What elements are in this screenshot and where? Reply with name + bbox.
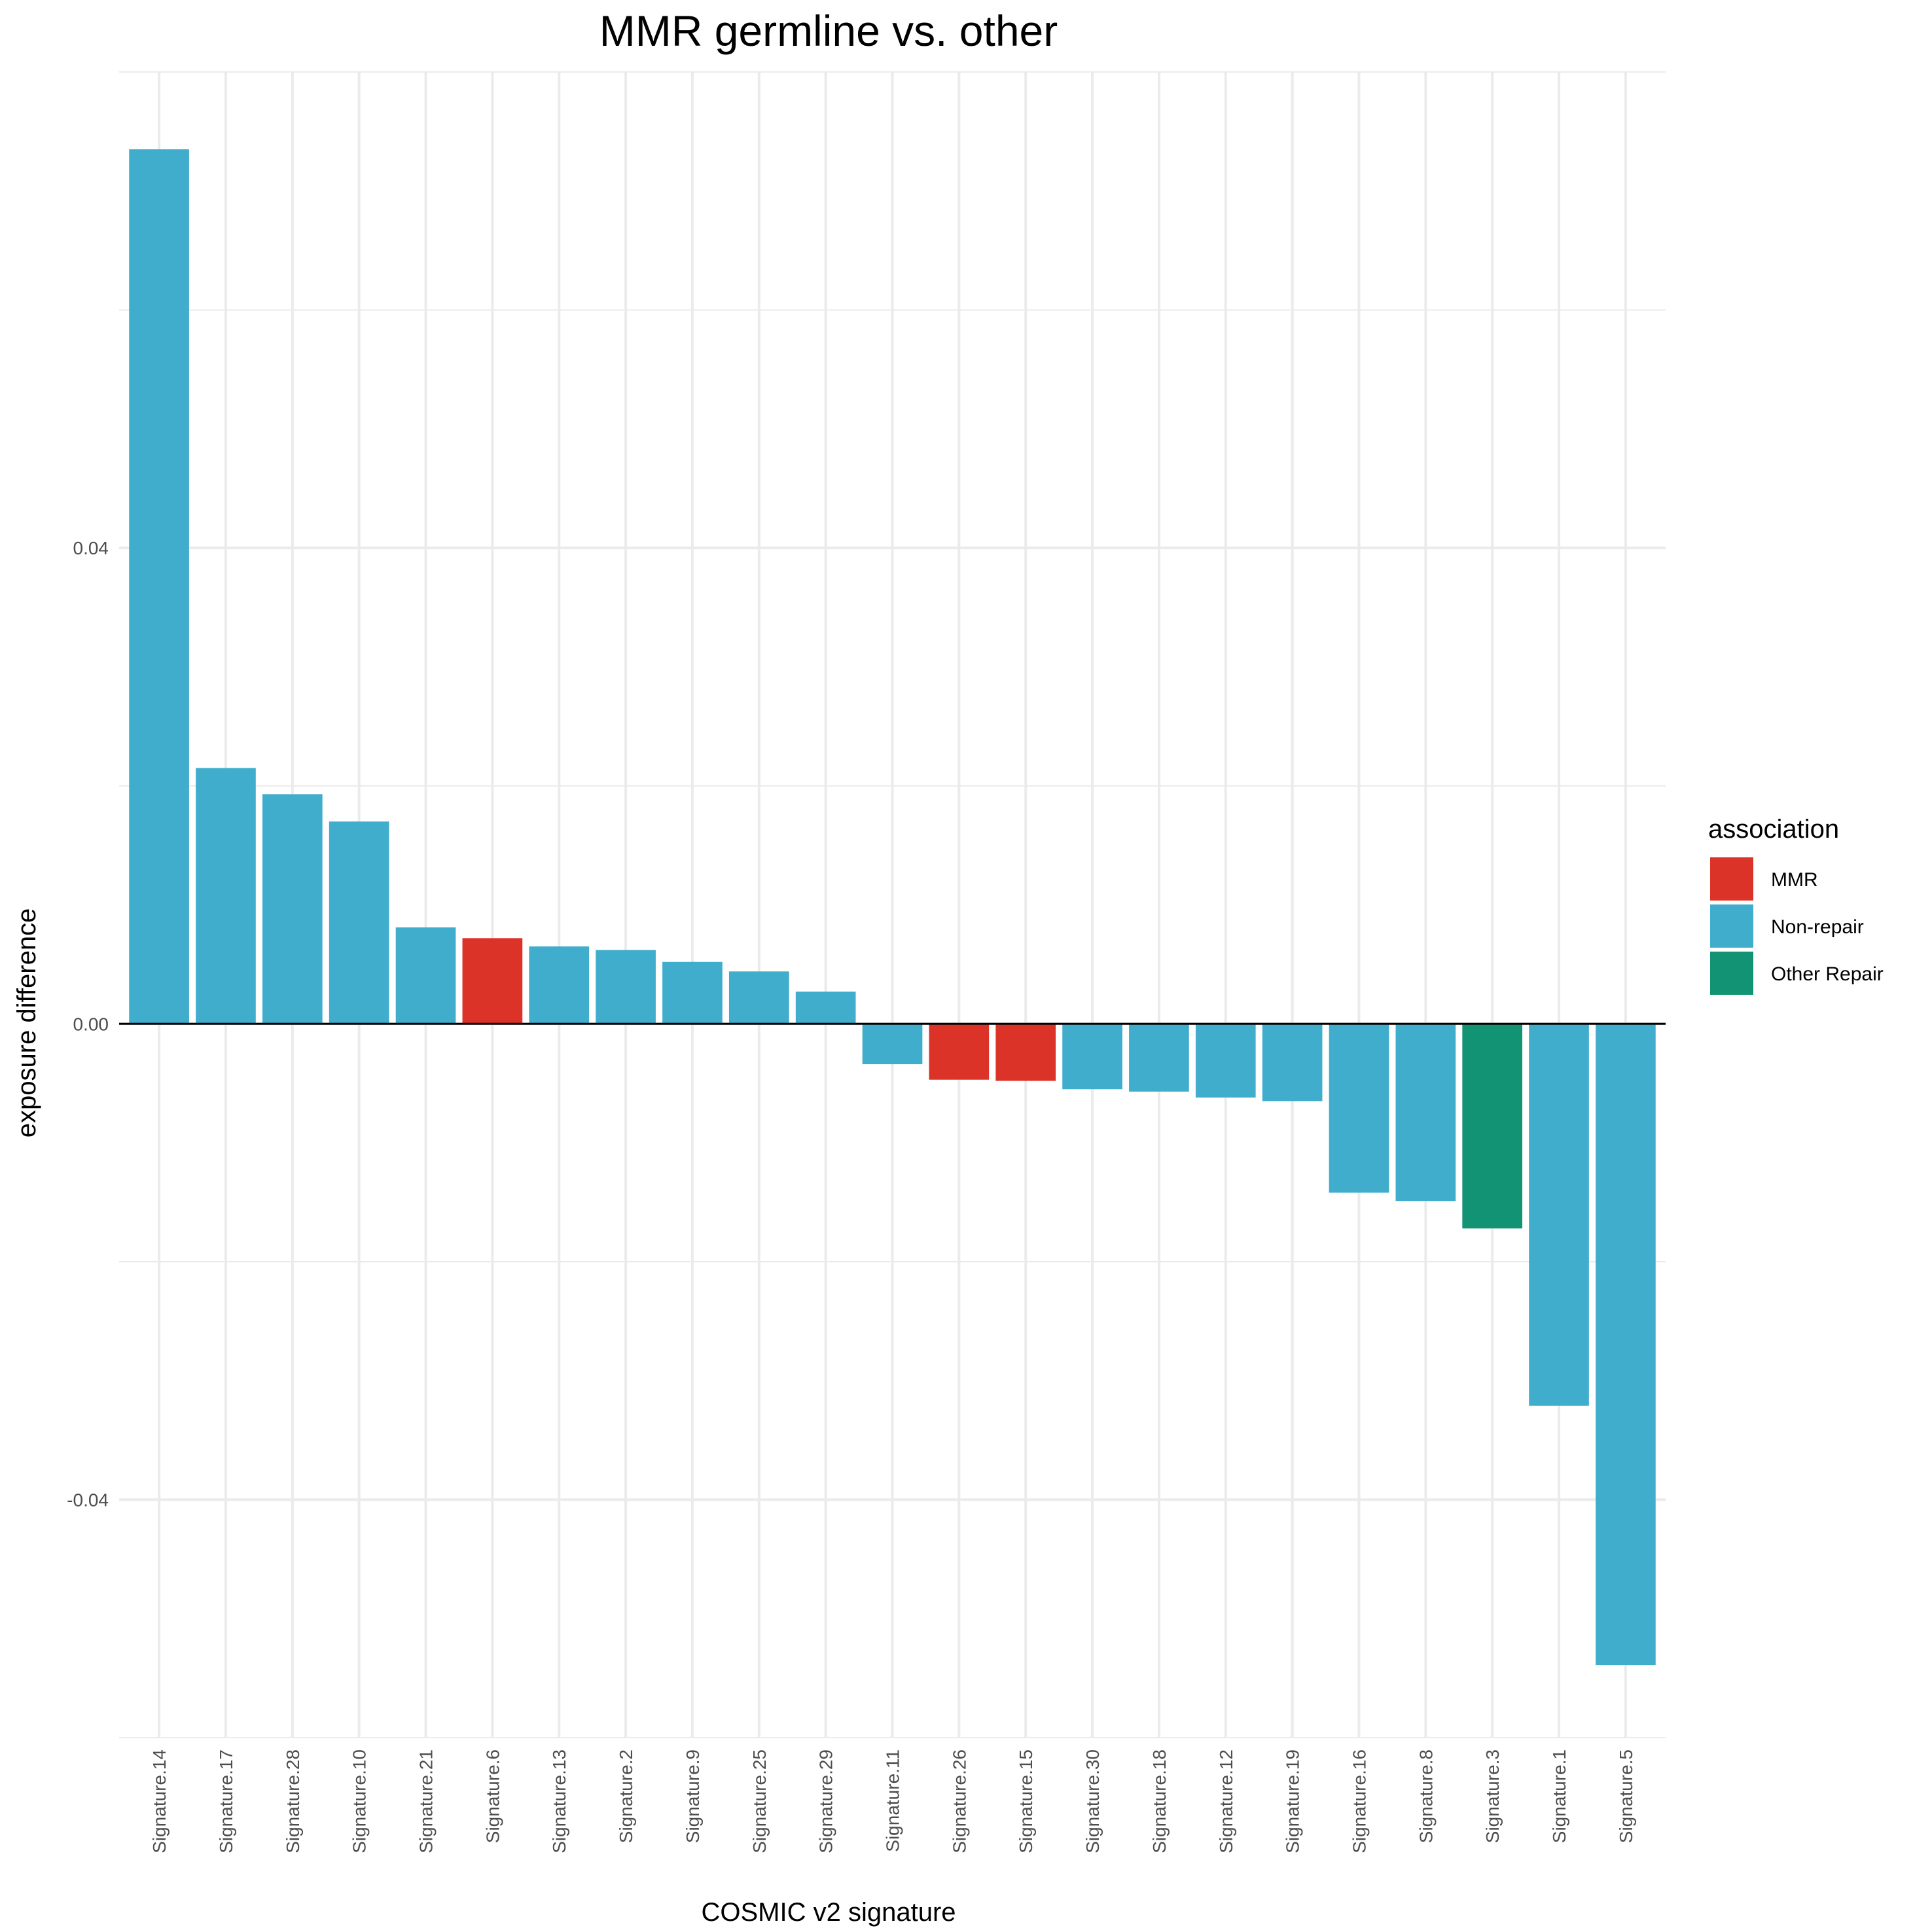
x-tick-label: Signature.14 (149, 1749, 170, 1853)
bar-signature-2 (596, 950, 656, 1024)
legend-key-other-repair (1710, 952, 1753, 995)
bar-signature-3 (1462, 1024, 1523, 1228)
x-tick-label: Signature.5 (1616, 1749, 1636, 1843)
bar-signature-14 (129, 149, 189, 1024)
x-tick-label: Signature.29 (816, 1749, 836, 1853)
x-tick-label: Signature.30 (1082, 1749, 1103, 1853)
x-tick-label: Signature.6 (482, 1749, 503, 1843)
bar-signature-16 (1329, 1024, 1389, 1193)
legend-label: Non-repair (1771, 916, 1864, 938)
bar-signature-12 (1195, 1024, 1256, 1098)
bar-signature-15 (995, 1024, 1056, 1081)
x-tick-label: Signature.15 (1016, 1749, 1036, 1853)
x-tick-label: Signature.21 (416, 1749, 437, 1853)
x-tick-label: Signature.17 (216, 1749, 236, 1853)
x-tick-labels: Signature.14 Signature.17 Signature.28 Sign… (149, 1749, 1636, 1853)
legend-title: association (1708, 815, 1839, 844)
x-tick-label: Signature.16 (1349, 1749, 1369, 1853)
bar-signature-6 (462, 938, 523, 1024)
bar-signature-28 (262, 794, 323, 1024)
bar-signature-5 (1596, 1024, 1656, 1666)
x-tick-label: Signature.12 (1216, 1749, 1236, 1853)
bar-signature-17 (196, 768, 256, 1024)
legend: association MMR Non-repair Other Repair (1708, 815, 1884, 995)
x-tick-label: Signature.11 (883, 1749, 903, 1852)
y-tick-label: 0.00 (73, 1014, 109, 1034)
bar-signature-19 (1262, 1024, 1323, 1101)
bar-signature-13 (529, 946, 590, 1024)
gridlines (119, 71, 1666, 1738)
bar-signature-11 (862, 1024, 923, 1065)
legend-label: Other Repair (1771, 963, 1884, 985)
legend-key-mmr (1710, 857, 1753, 901)
x-tick-label: Signature.28 (283, 1749, 303, 1853)
x-tick-label: Signature.26 (949, 1749, 969, 1853)
legend-key-non-repair (1710, 904, 1753, 948)
x-tick-label: Signature.19 (1283, 1749, 1303, 1853)
x-tick-label: Signature.9 (683, 1749, 703, 1843)
x-tick-label: Signature.8 (1416, 1749, 1436, 1843)
bar-signature-30 (1062, 1024, 1122, 1090)
bar-signature-10 (329, 821, 389, 1024)
y-tick-label: -0.04 (67, 1490, 109, 1510)
legend-entries: MMR Non-repair Other Repair (1710, 857, 1884, 995)
x-tick-label: Signature.2 (616, 1749, 636, 1843)
y-axis-title: exposure difference (12, 908, 41, 1138)
y-tick-labels: -0.04 0.00 0.04 (67, 538, 109, 1510)
x-tick-label: Signature.10 (349, 1749, 370, 1853)
bar-signature-25 (728, 971, 789, 1024)
bar-signature-29 (795, 992, 856, 1024)
x-tick-label: Signature.3 (1482, 1749, 1503, 1843)
bar-signature-18 (1129, 1024, 1189, 1092)
bar-signature-8 (1395, 1024, 1456, 1202)
x-tick-label: Signature.18 (1149, 1749, 1170, 1853)
legend-label: MMR (1771, 869, 1818, 891)
x-tick-label: Signature.13 (549, 1749, 569, 1853)
bars (129, 149, 1656, 1666)
chart-title: MMR germline vs. other (599, 7, 1058, 55)
bar-signature-21 (395, 927, 456, 1024)
y-tick-label: 0.04 (73, 538, 109, 558)
bar-signature-1 (1529, 1024, 1589, 1406)
bar-signature-26 (929, 1024, 990, 1080)
x-tick-label: Signature.25 (749, 1749, 770, 1853)
x-tick-label: Signature.1 (1549, 1749, 1569, 1843)
x-axis-title: COSMIC v2 signature (701, 1898, 956, 1927)
bar-signature-9 (662, 961, 723, 1024)
